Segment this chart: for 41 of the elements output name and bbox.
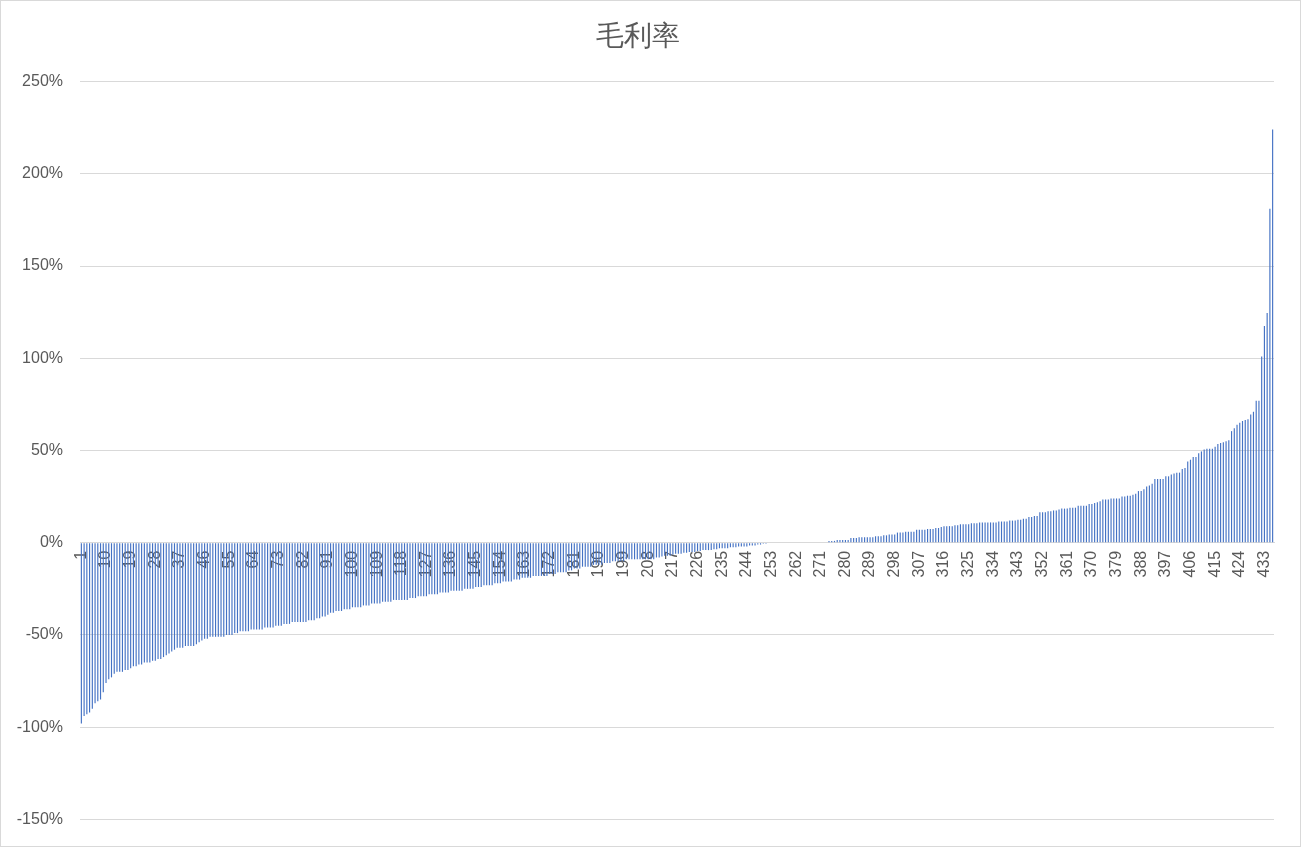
x-tick-label: 424 bbox=[1230, 550, 1248, 578]
x-tick-label: 235 bbox=[712, 550, 730, 578]
x-tick-label: 262 bbox=[786, 550, 804, 578]
x-tick-label: 388 bbox=[1131, 550, 1149, 578]
x-tick-label: 406 bbox=[1180, 550, 1198, 578]
y-tick-label: -150% bbox=[16, 809, 63, 827]
y-tick-label: 200% bbox=[22, 164, 63, 182]
x-tick-label: 361 bbox=[1057, 550, 1075, 578]
x-tick-label: 316 bbox=[934, 550, 952, 578]
x-tick-label: 109 bbox=[367, 550, 385, 578]
y-tick-label: 0% bbox=[39, 533, 63, 551]
x-tick-label: 208 bbox=[638, 550, 656, 578]
x-tick-label: 154 bbox=[490, 550, 508, 578]
x-tick-label: 217 bbox=[663, 550, 681, 578]
x-tick-label: 226 bbox=[687, 550, 705, 578]
x-tick-label: 415 bbox=[1205, 550, 1223, 578]
x-tick-label: 334 bbox=[983, 550, 1001, 578]
x-tick-label: 352 bbox=[1033, 550, 1050, 578]
x-tick-label: 298 bbox=[885, 550, 903, 578]
x-tick-label: 172 bbox=[540, 550, 558, 578]
x-tick-label: 244 bbox=[737, 550, 755, 578]
x-tick-label: 325 bbox=[959, 550, 977, 578]
x-tick-label: 307 bbox=[909, 550, 927, 578]
x-tick-label: 379 bbox=[1106, 550, 1124, 578]
x-tick-label: 370 bbox=[1082, 550, 1100, 578]
x-tick-label: 343 bbox=[1008, 550, 1026, 578]
chart-title: 毛利率 bbox=[595, 19, 680, 53]
y-tick-label: 150% bbox=[22, 256, 63, 274]
y-tick-label: 250% bbox=[22, 72, 63, 90]
x-tick-label: 289 bbox=[860, 550, 878, 578]
y-tick-label: -100% bbox=[16, 717, 63, 735]
x-tick-label: 253 bbox=[761, 550, 779, 578]
x-tick-label: 271 bbox=[811, 550, 829, 578]
x-tick-label: 1 bbox=[71, 550, 89, 560]
y-tick-label: 50% bbox=[30, 440, 63, 458]
y-tick-label: 100% bbox=[22, 348, 63, 366]
x-tick-label: 397 bbox=[1156, 550, 1174, 578]
x-tick-label: 280 bbox=[835, 550, 853, 578]
x-tick-label: 55 bbox=[219, 550, 237, 569]
x-tick-label: 433 bbox=[1254, 550, 1272, 578]
y-tick-label: -50% bbox=[25, 625, 63, 643]
